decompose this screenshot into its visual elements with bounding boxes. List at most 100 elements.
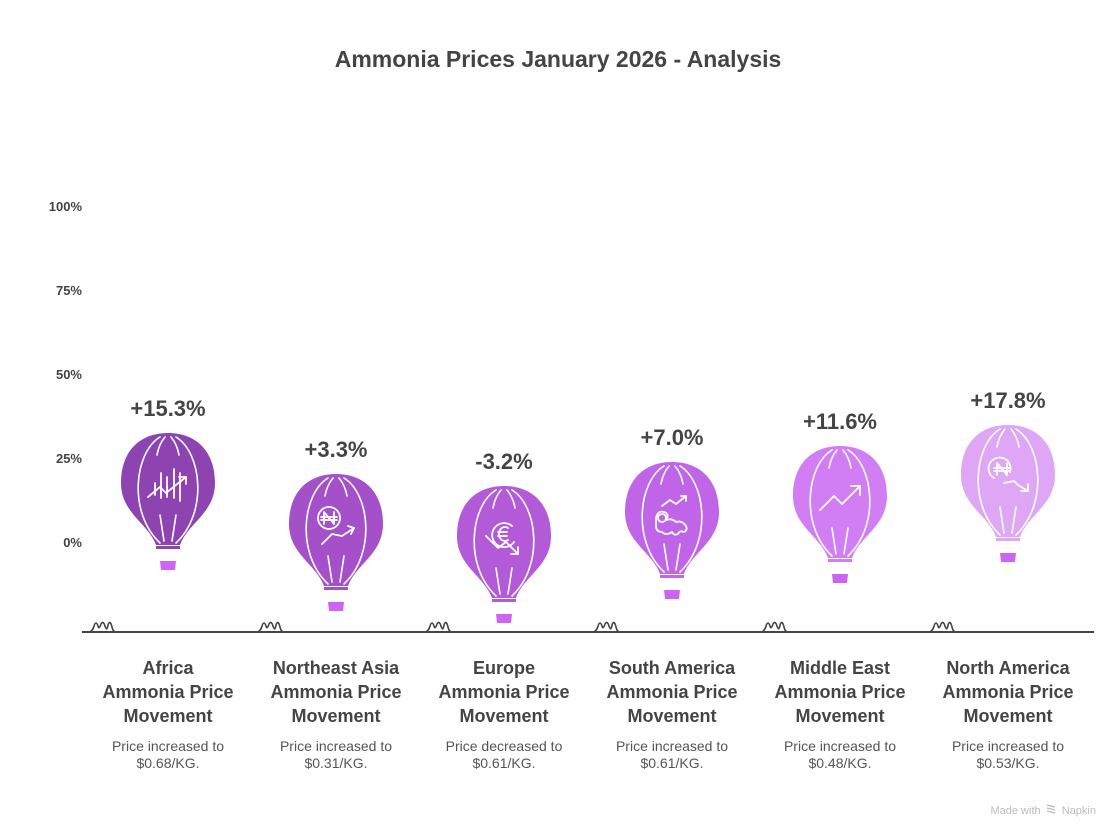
balloon-seams [641, 465, 703, 573]
balloon-neck [492, 599, 516, 602]
y-tick-label: 75% [55, 283, 82, 298]
napkin-brand: Napkin [1061, 805, 1096, 817]
category-name-line: Ammonia Price [942, 682, 1074, 702]
balloon-envelope [121, 433, 215, 545]
category-name-line: Northeast Asia [272, 658, 400, 678]
naira-trend-up-icon [317, 506, 355, 545]
category-name-line: Movement [291, 706, 381, 726]
category-name: Africa Ammonia Price Movement [88, 656, 248, 728]
category-label: Europe Ammonia Price Movement Price decreas… [424, 656, 584, 772]
balloon-seams [977, 428, 1039, 536]
grass-tuft-icon [761, 621, 788, 633]
grass-tuft-icon [929, 621, 956, 633]
balloon-seams [809, 449, 871, 557]
balloon [793, 446, 887, 583]
category-name-line: Movement [459, 706, 549, 726]
balloon-seams [305, 477, 367, 585]
category-description-line: Price increased to [951, 738, 1065, 754]
chart-title: Ammonia Prices January 2026 - Analysis [334, 46, 782, 72]
trend-up-icon [819, 485, 861, 511]
category-name: Europe Ammonia Price Movement [424, 656, 584, 728]
balloon-neck [324, 587, 348, 590]
category-name-line: North America [946, 658, 1070, 678]
category-description-line: $0.53/KG. [976, 755, 1040, 771]
category-description-line: Price decreased to [445, 738, 563, 754]
category-description: Price increased to $0.31/KG. [256, 738, 416, 772]
footer-attribution: Made with Napkin [990, 803, 1096, 817]
category-description-line: $0.48/KG. [808, 755, 872, 771]
naira-trend-down-icon [987, 456, 1029, 492]
category-name-line: Ammonia Price [438, 682, 570, 702]
category-name-line: Ammonia Price [270, 682, 402, 702]
category-name-line: South America [608, 658, 736, 678]
category-label: South America Ammonia Price Movement Price … [592, 656, 752, 772]
category-description: Price increased to $0.48/KG. [760, 738, 920, 772]
balloon-seams [137, 436, 199, 544]
category-description-line: Price increased to [111, 738, 225, 754]
category-name-line: Middle East [789, 658, 891, 678]
category-label: Africa Ammonia Price Movement Price increas… [88, 656, 248, 772]
category-label: Middle East Ammonia Price Movement Price in… [760, 656, 920, 772]
value-label: +3.3% [305, 437, 368, 462]
category-name-line: Ammonia Price [102, 682, 234, 702]
category-description-line: Price increased to [615, 738, 729, 754]
balloon [961, 425, 1055, 562]
category-description: Price increased to $0.68/KG. [88, 738, 248, 772]
balloon-basket [496, 614, 512, 623]
category-name-line: Ammonia Price [774, 682, 906, 702]
south-america-trend-up-icon [655, 495, 688, 536]
y-tick-label: 50% [55, 367, 82, 382]
grass-tuft-icon [425, 621, 452, 633]
balloon-basket [1000, 553, 1016, 562]
balloon-envelope [961, 425, 1055, 537]
category-name-line: Movement [963, 706, 1053, 726]
category-name: Northeast Asia Ammonia Price Movement [256, 656, 416, 728]
value-label: +7.0% [641, 425, 704, 450]
balloon-seams [473, 489, 535, 597]
balloon [289, 474, 383, 611]
y-tick-label: 0% [63, 535, 82, 550]
grass-tuft-icon [89, 621, 116, 633]
balloon-basket [832, 574, 848, 583]
category-description-line: $0.61/KG. [472, 755, 536, 771]
category-description: Price increased to $0.61/KG. [592, 738, 752, 772]
category-name-line: Europe [472, 658, 535, 678]
category-name: South America Ammonia Price Movement [592, 656, 752, 728]
value-label: +15.3% [130, 396, 205, 421]
category-name: North America Ammonia Price Movement [928, 656, 1088, 728]
made-with-label: Made with [990, 805, 1041, 817]
y-tick-label: 25% [55, 451, 82, 466]
grass-tuft-icon [257, 621, 284, 633]
balloon-basket [664, 590, 680, 599]
category-description: Price decreased to $0.61/KG. [424, 738, 584, 772]
balloon-basket [328, 602, 344, 611]
value-label: -3.2% [475, 449, 532, 474]
balloon-envelope [289, 474, 383, 586]
balloon [121, 433, 215, 570]
balloon [625, 462, 719, 599]
napkin-logo-icon [1046, 803, 1057, 817]
y-tick-label: 100% [48, 199, 82, 214]
balloon-envelope [625, 462, 719, 574]
bar-chart-trend-up-icon [147, 468, 187, 502]
value-label: +11.6% [803, 409, 877, 434]
category-description-line: Price increased to [279, 738, 393, 754]
category-name-line: Movement [795, 706, 885, 726]
balloon [457, 486, 551, 623]
balloon-neck [828, 559, 852, 562]
category-name-line: Ammonia Price [606, 682, 738, 702]
category-name: Middle East Ammonia Price Movement [760, 656, 920, 728]
category-description-line: Price increased to [783, 738, 897, 754]
value-label: +17.8% [970, 388, 1045, 413]
category-label: North America Ammonia Price Movement Price … [928, 656, 1088, 772]
category-description-line: $0.61/KG. [640, 755, 704, 771]
balloon-envelope [457, 486, 551, 598]
balloon-neck [156, 546, 180, 549]
balloon-neck [996, 538, 1020, 541]
balloon-basket [160, 561, 176, 570]
category-description: Price increased to $0.53/KG. [928, 738, 1088, 772]
euro-trend-down-icon [485, 522, 519, 555]
category-label: Northeast Asia Ammonia Price Movement Price… [256, 656, 416, 772]
grass-tuft-icon [593, 621, 620, 633]
